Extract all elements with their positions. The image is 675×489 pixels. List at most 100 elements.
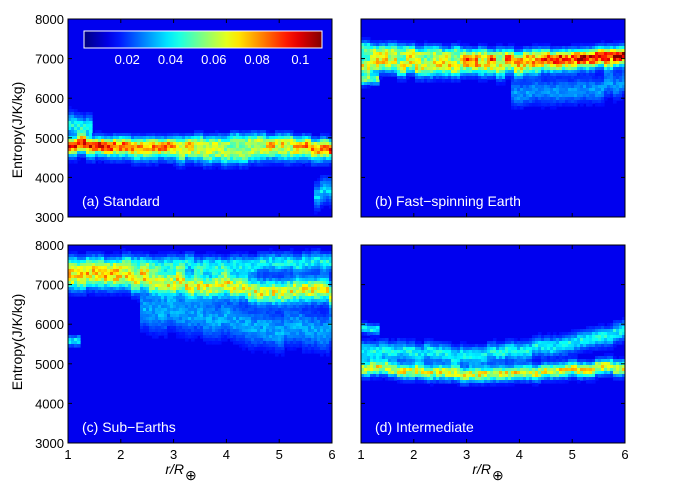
heatmap-cell [538, 88, 542, 92]
heatmap-cell [532, 103, 536, 107]
heatmap-cell [415, 58, 419, 62]
heatmap-cell [430, 61, 434, 65]
heatmap-cell [517, 67, 521, 71]
heatmap-cell [553, 67, 557, 71]
heatmap-cell [188, 320, 192, 324]
heatmap-cell [242, 254, 246, 258]
heatmap-cell [272, 317, 276, 321]
heatmap-cell [493, 64, 497, 68]
heatmap-cell [251, 139, 255, 143]
heatmap-cell [613, 79, 617, 83]
heatmap-cell [517, 106, 521, 110]
heatmap-cell [302, 323, 306, 327]
heatmap-cell [146, 284, 150, 288]
heatmap-cell [281, 314, 285, 318]
heatmap-cell [541, 61, 545, 65]
heatmap-cell [200, 160, 204, 164]
heatmap-cell [146, 160, 150, 164]
heatmap-cell [547, 76, 551, 80]
heatmap-cell [233, 160, 237, 164]
heatmap-cell [116, 260, 120, 264]
heatmap-cell [245, 139, 249, 143]
heatmap-cell [236, 299, 240, 303]
heatmap-cell [164, 326, 168, 330]
heatmap-cell [320, 329, 324, 333]
heatmap-cell [376, 329, 380, 333]
heatmap-cell [385, 49, 389, 53]
heatmap-cell [275, 293, 279, 297]
heatmap-cell [179, 263, 183, 267]
heatmap-cell [604, 76, 608, 80]
heatmap-cell [541, 49, 545, 53]
heatmap-cell [152, 133, 156, 137]
heatmap-cell [173, 305, 177, 309]
heatmap-cell [376, 326, 380, 330]
heatmap-cell [314, 338, 318, 342]
heatmap-cell [143, 272, 147, 276]
heatmap-cell [122, 290, 126, 294]
heatmap-cell [299, 284, 303, 288]
heatmap-cell [212, 335, 216, 339]
heatmap-cell [367, 58, 371, 62]
heatmap-cell [170, 136, 174, 140]
heatmap-cell [113, 139, 117, 143]
heatmap-cell [239, 287, 243, 291]
heatmap-cell [302, 263, 306, 267]
heatmap-cell [592, 100, 596, 104]
heatmap-cell [104, 142, 108, 146]
heatmap-cell [122, 154, 126, 158]
heatmap-cell [254, 260, 258, 264]
heatmap-cell [305, 139, 309, 143]
heatmap-cell [203, 287, 207, 291]
heatmap-cell [317, 160, 321, 164]
heatmap-cell [281, 254, 285, 258]
heatmap-cell [251, 263, 255, 267]
heatmap-cell [598, 85, 602, 89]
heatmap-cell [481, 61, 485, 65]
heatmap-cell [191, 266, 195, 270]
heatmap-cell [140, 296, 144, 300]
heatmap-cell [382, 61, 386, 65]
heatmap-cell [559, 67, 563, 71]
heatmap-cell [260, 257, 264, 261]
heatmap-cell [320, 287, 324, 291]
heatmap-cell [529, 49, 533, 53]
heatmap-cell [206, 251, 210, 255]
heatmap-cell [146, 145, 150, 149]
heatmap-cell [272, 254, 276, 258]
heatmap-cell [323, 323, 327, 327]
heatmap-cell [323, 181, 327, 185]
heatmap-cell [391, 46, 395, 50]
heatmap-cell [320, 187, 324, 191]
heatmap-cell [86, 251, 90, 255]
heatmap-cell [77, 151, 81, 155]
heatmap-cell [71, 130, 75, 134]
heatmap-cell [616, 91, 620, 95]
heatmap-cell [562, 100, 566, 104]
heatmap-cell [257, 251, 261, 255]
heatmap-cell [146, 148, 150, 152]
heatmap-cell [400, 61, 404, 65]
heatmap-cell [403, 76, 407, 80]
heatmap-cell [212, 257, 216, 261]
heatmap-cell [140, 260, 144, 264]
heatmap-cell [158, 317, 162, 321]
heatmap-cell [191, 136, 195, 140]
heatmap-cell [293, 136, 297, 140]
heatmap-cell [146, 296, 150, 300]
heatmap-cell [427, 79, 431, 83]
heatmap-cell [266, 284, 270, 288]
heatmap-cell [314, 335, 318, 339]
heatmap-cell [188, 254, 192, 258]
heatmap-cell [320, 350, 324, 354]
heatmap-cell [400, 70, 404, 74]
heatmap-cell [218, 151, 222, 155]
heatmap-cell [281, 335, 285, 339]
heatmap-cell [538, 67, 542, 71]
heatmap-cell [275, 320, 279, 324]
heatmap-cell [251, 329, 255, 333]
heatmap-cell [191, 263, 195, 267]
heatmap-cell [230, 139, 234, 143]
heatmap-cell [296, 338, 300, 342]
heatmap-cell [176, 263, 180, 267]
